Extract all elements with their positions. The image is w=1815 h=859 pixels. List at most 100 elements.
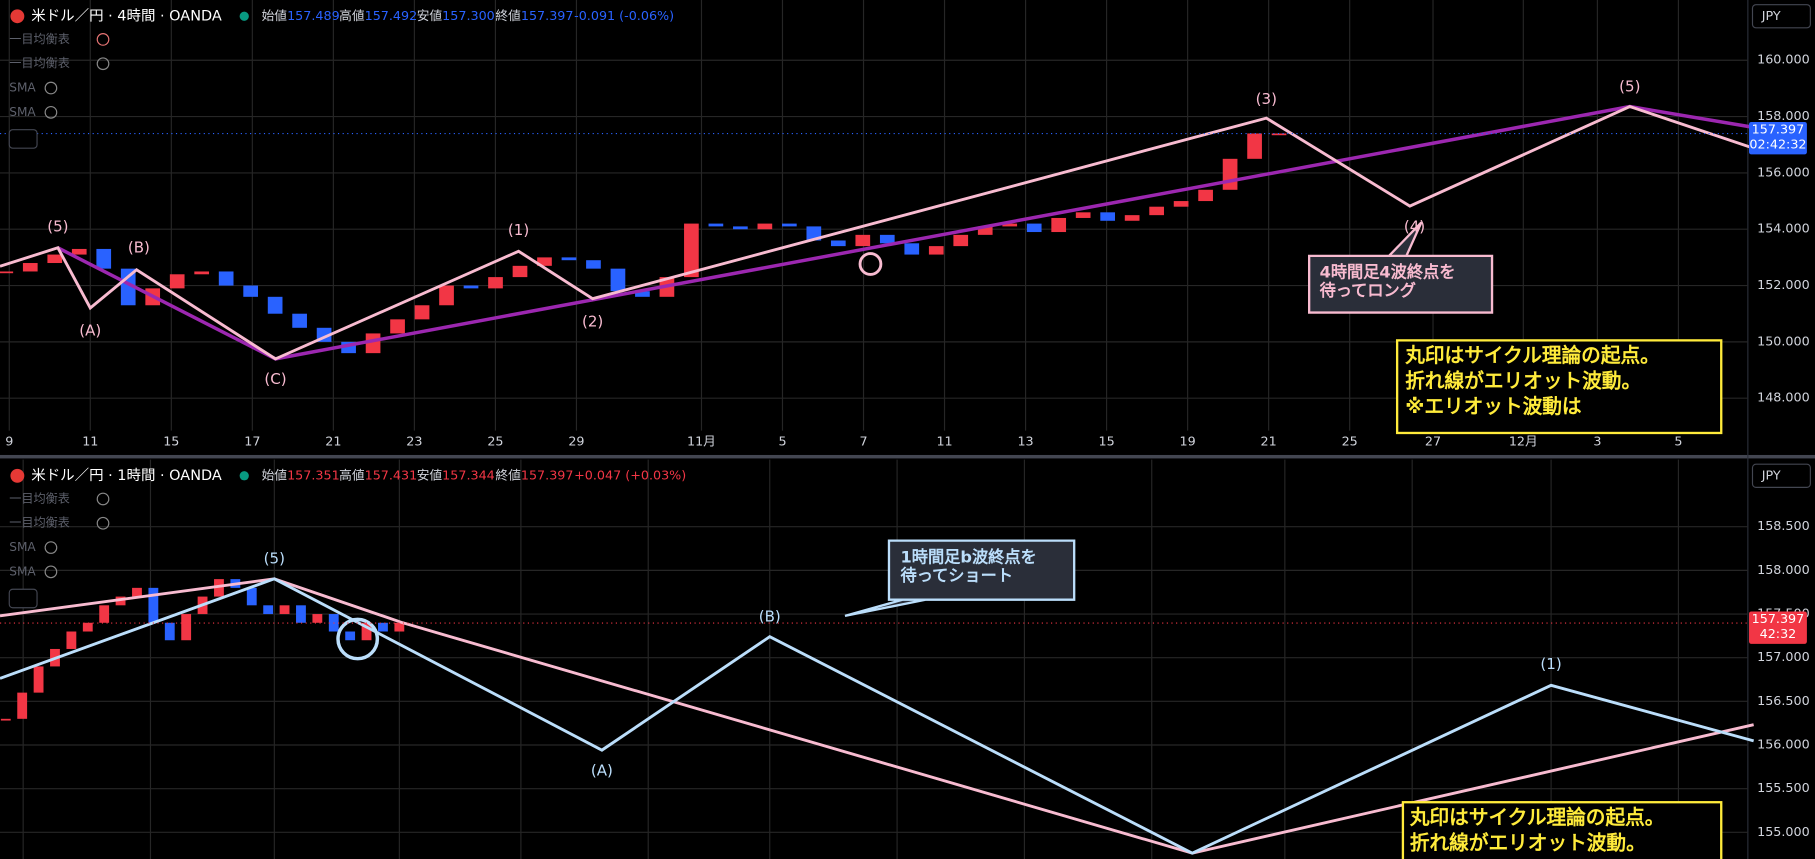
callout-box <box>844 539 1076 617</box>
y-tick-label: 150.000 <box>1757 334 1810 349</box>
candle <box>610 268 626 292</box>
currency[interactable]: JPY <box>1761 9 1781 24</box>
currency-button[interactable] <box>1751 4 1811 29</box>
candle <box>263 605 274 615</box>
note-text: 折れ線がエリオット波動。 <box>1410 831 1646 854</box>
candle <box>1002 223 1018 227</box>
collapse-button <box>8 129 38 149</box>
candle <box>378 622 388 632</box>
cycle-circle <box>858 252 883 276</box>
candle <box>82 622 93 632</box>
candle <box>1198 189 1213 202</box>
note-text: 丸印はサイクル理論の起点。 <box>1404 344 1660 367</box>
candle <box>439 285 454 306</box>
hidden-icon <box>96 33 110 46</box>
grid <box>0 459 1748 859</box>
wave-label: (4) <box>1404 217 1425 235</box>
ohlc-label: 始値 <box>262 8 288 24</box>
candle <box>879 234 895 244</box>
price-tag-label: 157.397 <box>1752 612 1805 627</box>
x-tick-label: 27 <box>1425 435 1441 450</box>
candle <box>757 223 773 230</box>
ohlc-value: 157.351 <box>287 468 340 483</box>
ohlc-label: 終値 <box>495 467 521 483</box>
x-tick-label: 25 <box>487 435 503 450</box>
ohlc-value: 157.489 <box>287 9 340 24</box>
candle <box>96 248 112 269</box>
y-tick-label: 155.500 <box>1757 781 1810 796</box>
hidden-icon <box>44 81 58 95</box>
x-tick-label: 11 <box>82 435 98 450</box>
candle <box>292 313 307 328</box>
wave-label: (A) <box>591 761 613 779</box>
x-tick-label: 12月 <box>1509 435 1538 450</box>
y-tick-label: 154.000 <box>1757 222 1810 237</box>
wave-line <box>0 104 1755 361</box>
candle <box>194 271 210 275</box>
y-tick-label: 158.500 <box>1757 519 1810 534</box>
status-dot <box>239 11 249 21</box>
currency-button[interactable] <box>1751 463 1811 488</box>
candle <box>345 631 356 641</box>
symbol-icon <box>10 9 25 24</box>
x-tick-label: 29 <box>568 435 584 450</box>
y-tick-label: 156.000 <box>1757 165 1810 180</box>
symbol-title: 米ドル／円 · 4時間 · OANDA <box>31 7 222 24</box>
x-tick-label: 3 <box>1593 435 1601 450</box>
wave-line-large <box>57 104 1754 361</box>
currency[interactable]: JPY <box>1761 468 1781 483</box>
wave-label: (1) <box>508 221 529 239</box>
candle <box>99 605 110 623</box>
price-tag <box>1749 121 1807 155</box>
candle <box>394 622 405 632</box>
candle <box>181 614 192 641</box>
indicator: SMA <box>9 105 36 119</box>
candle <box>1075 212 1091 218</box>
callout-box <box>1308 221 1494 314</box>
candle <box>164 622 175 641</box>
candle <box>33 666 44 693</box>
symbol-title: 米ドル／円 · 1時間 · OANDA <box>31 467 222 484</box>
y-tick-label: 156.000 <box>1757 738 1810 753</box>
wave-label: (5) <box>264 550 285 568</box>
x-tick-label: 19 <box>1180 435 1196 450</box>
candle <box>1173 201 1189 207</box>
ohlc-value: 157.344 <box>442 468 495 483</box>
x-tick-label: 13 <box>1017 435 1033 450</box>
indicator: 一目均衡表 <box>9 516 70 530</box>
change: -0.091 (-0.06%) <box>574 9 674 24</box>
ohlc-value: 157.431 <box>365 468 418 483</box>
indicator: 一目均衡表 <box>9 491 70 505</box>
candle <box>830 240 846 247</box>
candle <box>246 587 257 606</box>
candle <box>953 234 969 247</box>
candle <box>341 341 356 354</box>
note-text: 丸印はサイクル理論の起点。 <box>1409 806 1665 829</box>
candle <box>0 718 11 721</box>
indicator: SMA <box>9 540 36 554</box>
candle <box>312 614 323 623</box>
y-tick-label: 155.000 <box>1757 825 1810 840</box>
ohlc-label: 終値 <box>495 8 521 24</box>
candle <box>463 285 479 289</box>
x-tick-label: 15 <box>1099 435 1115 450</box>
x-tick-label: 5 <box>1674 435 1682 450</box>
candle <box>71 248 87 255</box>
pane-separator <box>0 454 1815 459</box>
candle <box>148 587 159 623</box>
candle <box>169 274 185 289</box>
candle <box>132 587 142 597</box>
candle <box>1149 206 1164 216</box>
symbol-icon <box>10 468 25 483</box>
hidden-icon <box>96 57 110 71</box>
note-text: 折れ線がエリオット波動。 <box>1405 370 1641 393</box>
y-tick-label: 158.000 <box>1757 563 1810 578</box>
price-tag-label: 157.397 <box>1752 123 1805 138</box>
candle <box>1271 133 1287 136</box>
indicator: 一目均衡表 <box>9 56 70 70</box>
callout-text: 1時間足b波終点を <box>901 547 1037 566</box>
candle <box>296 605 306 623</box>
overlay: 160.000 158.000 156.000 154.000 152.000 150.0… <box>0 4 1811 854</box>
candle <box>1124 215 1140 221</box>
